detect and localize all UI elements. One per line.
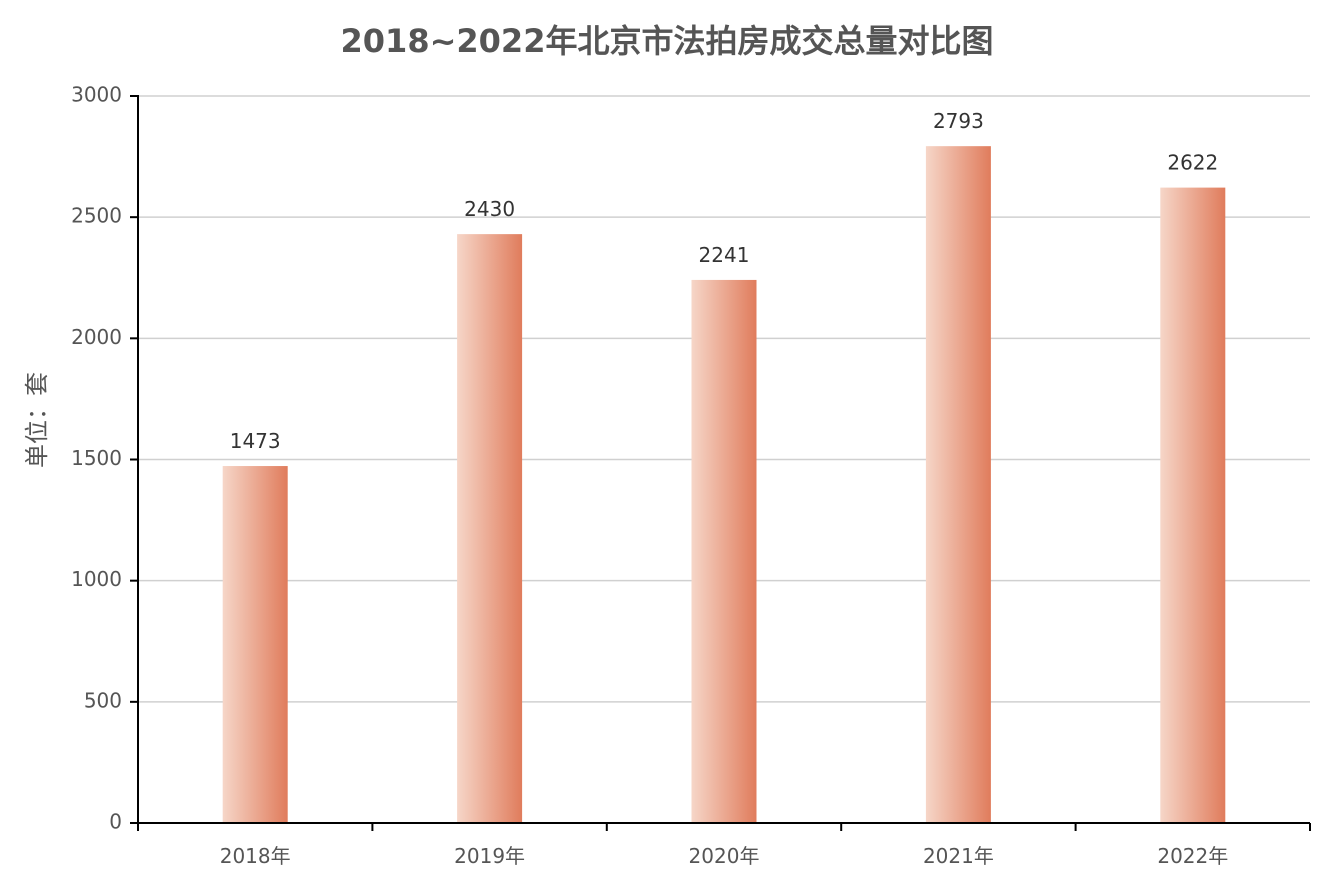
x-tick-label: 2022年 (1157, 844, 1228, 868)
data-label: 2793 (933, 109, 984, 133)
axes (130, 95, 1311, 831)
data-label: 1473 (230, 429, 281, 453)
bar (691, 279, 757, 823)
bar (222, 466, 288, 823)
y-tick-label: 2500 (71, 204, 122, 228)
data-label: 2241 (699, 243, 750, 267)
y-tick-label: 500 (84, 688, 122, 712)
y-axis-title: 单位：套 (23, 372, 51, 468)
bar (457, 234, 523, 823)
data-label: 2622 (1167, 151, 1218, 175)
y-tick-label: 3000 (71, 83, 122, 107)
x-tick-label: 2018年 (220, 844, 291, 868)
bar (925, 146, 991, 824)
x-tick-label: 2020年 (689, 844, 760, 868)
y-tick-label: 2000 (71, 325, 122, 349)
data-label: 2430 (464, 197, 515, 221)
y-tick-label: 0 (109, 810, 122, 834)
x-tick-label: 2021年 (923, 844, 994, 868)
y-tick-label: 1500 (71, 446, 122, 470)
y-tick-label: 1000 (71, 567, 122, 591)
x-tick-label: 2019年 (454, 844, 525, 868)
chart-title: 2018~2022年北京市法拍房成交总量对比图 (341, 22, 994, 60)
labels: 0 500 1000 1500 2000 2500 3000 1473 2018年 2430 201… (71, 83, 1228, 869)
bar (1160, 187, 1226, 824)
bars (222, 146, 1226, 824)
